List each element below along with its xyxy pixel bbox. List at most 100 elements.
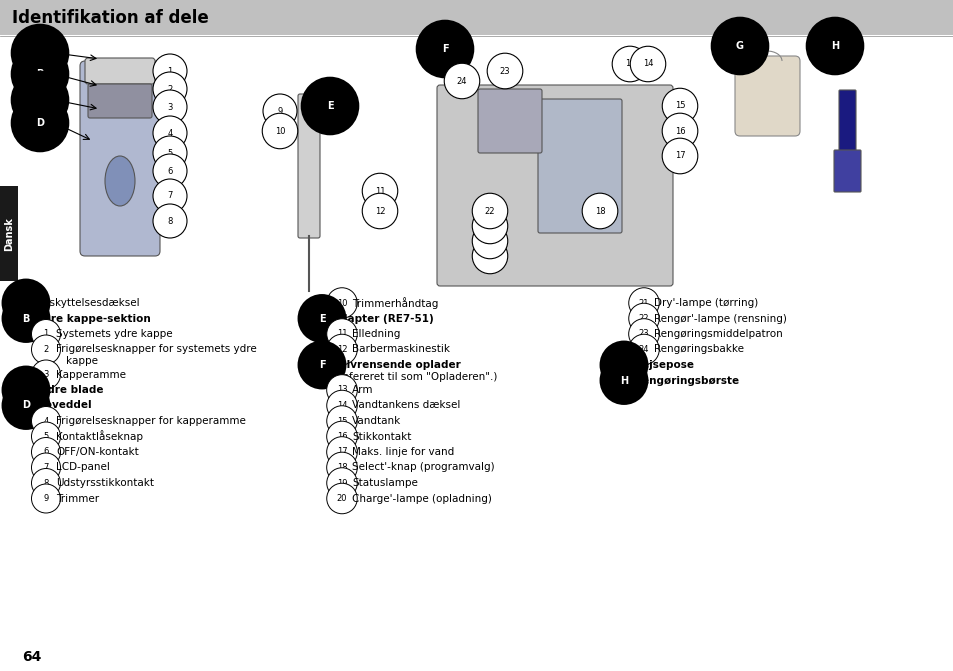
Text: Beskyttelsesdæksel: Beskyttelsesdæksel	[36, 298, 139, 308]
Text: E: E	[318, 313, 325, 323]
Text: 10: 10	[336, 299, 347, 307]
FancyBboxPatch shape	[0, 0, 953, 35]
Text: 23: 23	[499, 66, 510, 76]
Text: Kontaktlåseknap: Kontaktlåseknap	[56, 431, 143, 442]
Text: 24: 24	[456, 76, 467, 85]
Text: C: C	[22, 385, 30, 395]
Text: 9: 9	[277, 107, 282, 115]
Ellipse shape	[105, 156, 135, 206]
Text: 4: 4	[167, 129, 172, 138]
Text: Rejsepose: Rejsepose	[634, 360, 693, 370]
Text: 18: 18	[336, 463, 347, 472]
FancyBboxPatch shape	[297, 94, 319, 238]
Text: Frigørelsesknapper for kapperamme: Frigørelsesknapper for kapperamme	[56, 416, 246, 426]
Text: 16: 16	[336, 432, 347, 441]
FancyBboxPatch shape	[838, 90, 855, 152]
Text: 8: 8	[43, 478, 49, 488]
Text: 11: 11	[375, 187, 385, 195]
Text: 20: 20	[336, 494, 347, 503]
Text: 21: 21	[639, 299, 649, 307]
Text: Dry'-lampe (tørring): Dry'-lampe (tørring)	[654, 298, 758, 308]
Text: G: G	[619, 360, 627, 370]
FancyBboxPatch shape	[477, 89, 541, 153]
Text: 8: 8	[167, 217, 172, 225]
FancyBboxPatch shape	[537, 99, 621, 233]
Text: 6: 6	[43, 448, 49, 456]
Text: 12: 12	[375, 207, 385, 215]
Text: 7: 7	[43, 463, 49, 472]
Text: 22: 22	[484, 207, 495, 215]
FancyBboxPatch shape	[734, 56, 800, 136]
Text: Elledning: Elledning	[352, 329, 400, 339]
Text: B: B	[36, 69, 44, 79]
Text: D: D	[36, 118, 44, 128]
Text: Arm: Arm	[352, 385, 374, 395]
Text: Adapter (RE7-51): Adapter (RE7-51)	[332, 313, 434, 323]
Text: 2: 2	[167, 85, 172, 93]
Text: 3: 3	[43, 370, 49, 379]
Text: 10: 10	[274, 127, 285, 136]
Text: E: E	[326, 101, 333, 111]
Text: 9: 9	[43, 494, 49, 503]
Text: Kapperamme: Kapperamme	[56, 370, 126, 380]
Text: 3: 3	[167, 103, 172, 111]
Text: A: A	[22, 298, 30, 308]
Text: G: G	[735, 41, 743, 51]
Text: H: H	[830, 41, 839, 51]
Text: F: F	[441, 44, 448, 54]
Text: Rengøringsbakke: Rengøringsbakke	[654, 344, 743, 354]
Text: Hoveddel: Hoveddel	[36, 401, 91, 411]
Text: LCD-panel: LCD-panel	[56, 462, 110, 472]
Text: 14: 14	[336, 401, 347, 410]
FancyBboxPatch shape	[85, 58, 154, 84]
Text: 5: 5	[167, 148, 172, 158]
FancyBboxPatch shape	[80, 61, 160, 256]
Text: 13: 13	[336, 386, 347, 395]
Text: 17: 17	[336, 448, 347, 456]
Text: Vandtank: Vandtank	[352, 416, 401, 426]
Text: C: C	[36, 95, 44, 105]
Text: Vandtankens dæksel: Vandtankens dæksel	[352, 401, 460, 411]
Text: Maks. linje for vand: Maks. linje for vand	[352, 447, 454, 457]
FancyBboxPatch shape	[436, 85, 672, 286]
Text: 23: 23	[638, 329, 649, 338]
Text: F: F	[318, 360, 325, 370]
Text: Trimmerhåndtag: Trimmerhåndtag	[352, 297, 438, 309]
Text: 6: 6	[167, 166, 172, 176]
Text: Barbermaskinestik: Barbermaskinestik	[352, 344, 450, 354]
Text: 4: 4	[43, 417, 49, 425]
Text: Trimmer: Trimmer	[56, 493, 99, 503]
FancyBboxPatch shape	[88, 84, 152, 118]
Text: 15: 15	[674, 101, 684, 111]
Text: Rengøringsmiddelpatron: Rengøringsmiddelpatron	[654, 329, 781, 339]
Text: Rengør'-lampe (rensning): Rengør'-lampe (rensning)	[654, 313, 786, 323]
Text: Indre blade: Indre blade	[36, 385, 103, 395]
FancyBboxPatch shape	[833, 150, 861, 192]
FancyBboxPatch shape	[0, 186, 18, 281]
Text: Rengøringsbørste: Rengøringsbørste	[634, 376, 739, 386]
Text: (Refereret til som "Opladeren".): (Refereret til som "Opladeren".)	[332, 372, 497, 382]
Text: 1: 1	[167, 66, 172, 76]
Text: 16: 16	[674, 127, 684, 136]
Text: Selvrensende oplader: Selvrensende oplader	[332, 360, 460, 370]
Text: 24: 24	[639, 345, 649, 354]
Text: 7: 7	[167, 191, 172, 201]
Text: Statuslampe: Statuslampe	[352, 478, 417, 488]
Text: 5: 5	[43, 432, 49, 441]
Text: 15: 15	[336, 417, 347, 425]
Text: H: H	[619, 376, 627, 386]
Text: Ydre kappe-sektion: Ydre kappe-sektion	[36, 313, 151, 323]
Text: 18: 18	[594, 207, 604, 215]
Text: Identifikation af dele: Identifikation af dele	[12, 9, 209, 27]
Text: Frigørelsesknapper for systemets ydre: Frigørelsesknapper for systemets ydre	[56, 344, 256, 354]
Text: 2: 2	[43, 345, 49, 354]
Text: Udstyrsstikkontakt: Udstyrsstikkontakt	[56, 478, 153, 488]
Text: OFF/ON-kontakt: OFF/ON-kontakt	[56, 447, 138, 457]
Text: 21: 21	[484, 221, 495, 231]
Text: A: A	[36, 48, 44, 58]
Text: 11: 11	[336, 329, 347, 338]
Text: 17: 17	[674, 152, 684, 160]
Text: D: D	[22, 401, 30, 411]
Text: Stikkontakt: Stikkontakt	[352, 431, 411, 442]
Text: 1: 1	[43, 329, 49, 338]
